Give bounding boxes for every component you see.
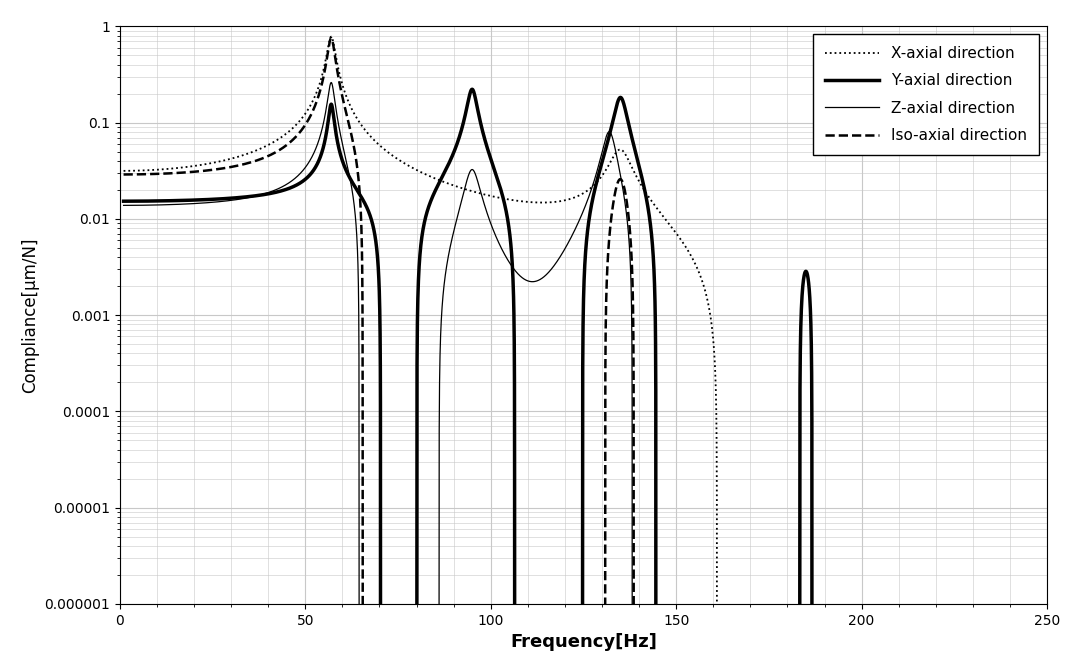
Iso-axial direction bbox=[163, 169, 176, 177]
Z-axial direction bbox=[324, 79, 337, 87]
Z-axial direction bbox=[452, 210, 465, 218]
X-axial direction bbox=[452, 183, 465, 191]
Iso-axial direction bbox=[324, 34, 337, 42]
Line: Z-axial direction: Z-axial direction bbox=[123, 83, 1047, 672]
Iso-axial direction bbox=[117, 171, 130, 179]
X-axis label: Frequency[Hz]: Frequency[Hz] bbox=[510, 633, 657, 651]
X-axial direction bbox=[163, 165, 176, 173]
Line: X-axial direction: X-axial direction bbox=[123, 37, 1047, 672]
Z-axial direction bbox=[163, 201, 176, 209]
Y-axial direction bbox=[466, 85, 479, 93]
Line: Y-axial direction: Y-axial direction bbox=[123, 89, 1047, 672]
X-axial direction bbox=[117, 167, 130, 175]
Line: Iso-axial direction: Iso-axial direction bbox=[123, 38, 1047, 672]
X-axial direction bbox=[324, 33, 337, 41]
Y-axial direction bbox=[802, 277, 815, 285]
Y-axis label: Compliance[μm/N]: Compliance[μm/N] bbox=[21, 237, 39, 393]
Y-axial direction bbox=[117, 197, 130, 205]
X-axial direction bbox=[664, 221, 677, 229]
Y-axial direction bbox=[163, 197, 176, 205]
Z-axial direction bbox=[117, 202, 130, 210]
X-axial direction bbox=[704, 312, 717, 320]
Y-axial direction bbox=[452, 137, 465, 145]
Legend: X-axial direction, Y-axial direction, Z-axial direction, Iso-axial direction: X-axial direction, Y-axial direction, Z-… bbox=[813, 34, 1040, 155]
